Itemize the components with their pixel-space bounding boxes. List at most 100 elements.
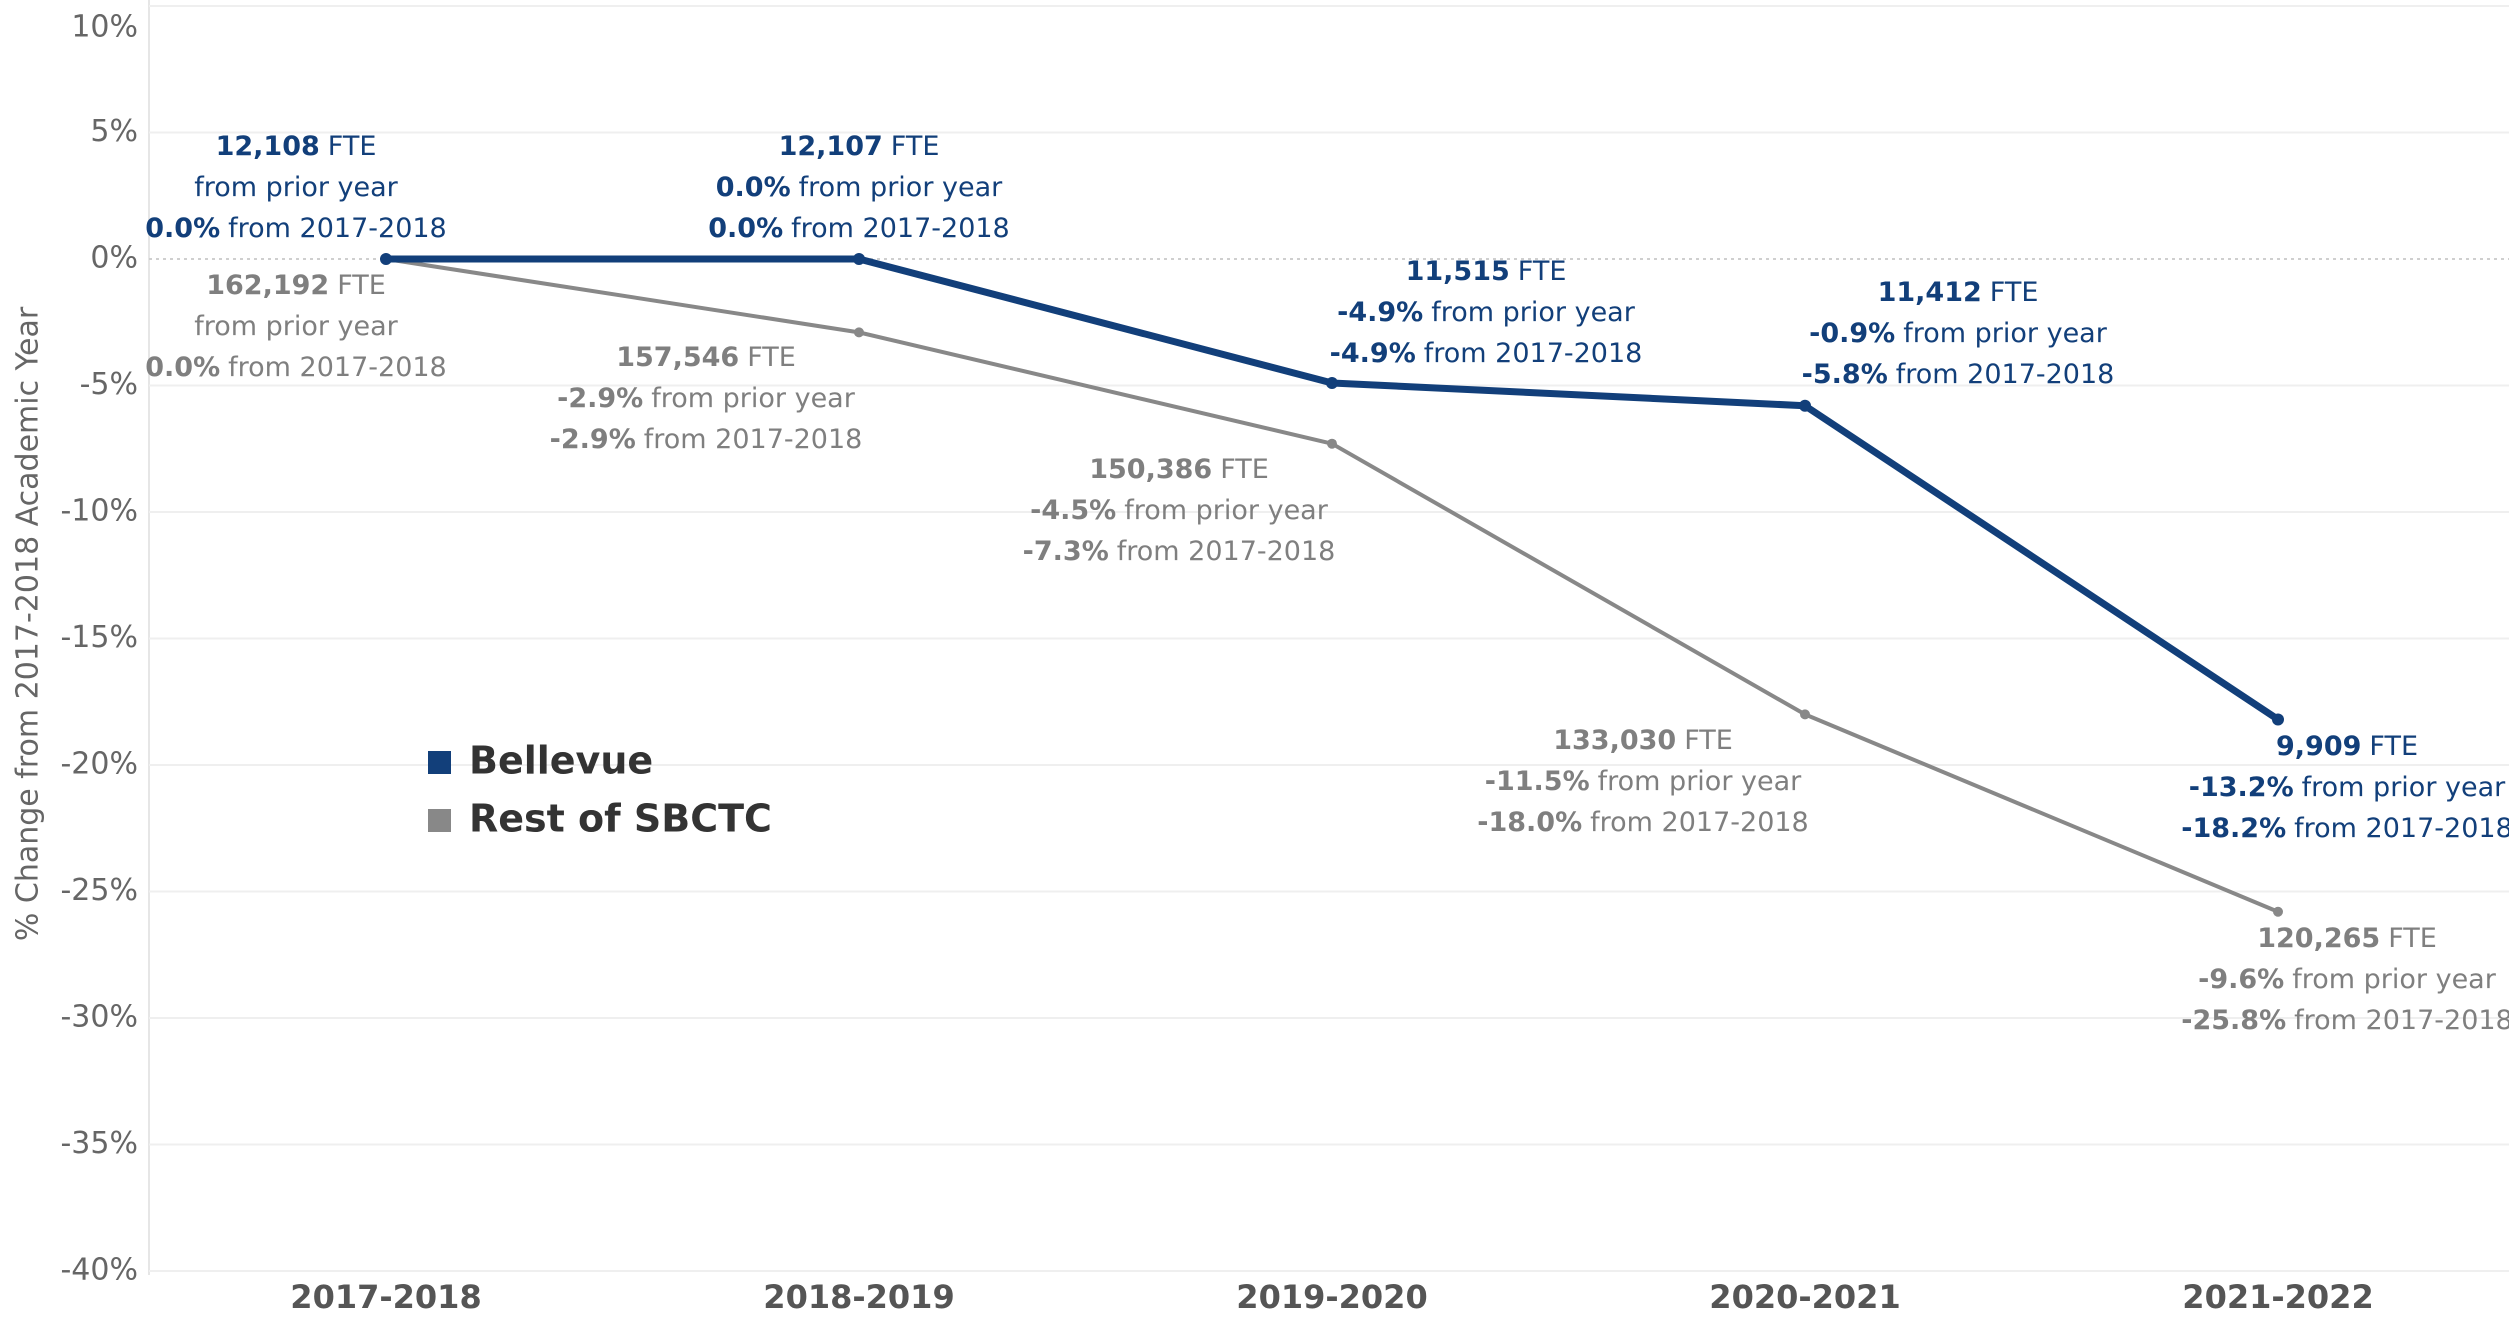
fte-unit: FTE: [328, 131, 377, 162]
label-line: 0.0% from prior year: [716, 172, 1003, 203]
label-line: 120,265 FTE: [2257, 923, 2437, 954]
base-change: -2.9%: [550, 424, 636, 455]
fte-value: 12,108: [216, 131, 320, 162]
point: [853, 253, 865, 265]
prior-change: -11.5%: [1485, 766, 1590, 797]
base-text: from 2017-2018: [791, 213, 1010, 244]
prior-text: from prior year: [1431, 297, 1635, 328]
base-change: -18.0%: [1477, 807, 1582, 838]
y-tick-label: -25%: [60, 873, 138, 908]
point: [2273, 906, 2283, 917]
fte-unit: FTE: [2369, 731, 2418, 762]
fte-unit: FTE: [747, 342, 796, 373]
prior-change: 0.0%: [716, 172, 791, 203]
fte-value: 12,107: [779, 131, 883, 162]
y-tick-label: -15%: [60, 620, 138, 655]
prior-text: from prior year: [194, 311, 398, 342]
label-line: 11,412 FTE: [1878, 277, 2039, 308]
y-tick-label: 5%: [90, 114, 138, 149]
data-label: 162,192 FTE from prior year 0.0% from 2017-2…: [145, 270, 446, 383]
label-line: -4.9% from prior year: [1337, 297, 1636, 328]
y-tick-label: -10%: [60, 494, 138, 529]
fte-unit: FTE: [2388, 923, 2437, 954]
point: [1327, 438, 1337, 449]
fte-unit: FTE: [1220, 454, 1269, 485]
label-line: 0.0% from 2017-2018: [145, 213, 446, 244]
y-tick-label: -35%: [60, 1126, 138, 1161]
prior-change: -13.2%: [2189, 772, 2294, 803]
y-tick-label: -30%: [60, 1000, 138, 1035]
point: [1326, 376, 1338, 389]
label-line: -18.2% from 2017-2018: [2181, 813, 2509, 844]
base-text: from 2017-2018: [1590, 807, 1809, 838]
label-line: 12,108 FTE: [216, 131, 377, 162]
base-text: from 2017-2018: [644, 424, 863, 455]
prior-text: from prior year: [2302, 772, 2506, 803]
fte-value: 11,515: [1406, 256, 1510, 287]
point: [1799, 399, 1811, 412]
prior-change: -2.9%: [557, 383, 643, 414]
y-tick-label: 0%: [90, 241, 138, 276]
legend-swatch: [428, 809, 451, 832]
prior-change: -4.9%: [1337, 297, 1423, 328]
prior-text: from prior year: [2292, 964, 2496, 995]
label-line: 150,386 FTE: [1089, 454, 1269, 485]
point: [854, 327, 864, 338]
base-text: from 2017-2018: [2294, 1005, 2509, 1036]
fte-unit: FTE: [891, 131, 940, 162]
data-label: 133,030 FTE -11.5% from prior year -18.0% fro…: [1477, 725, 1808, 838]
x-tick-label: 2017-2018: [290, 1278, 481, 1316]
prior-text: from prior year: [651, 383, 855, 414]
base-change: -25.8%: [2181, 1005, 2286, 1036]
base-change: 0.0%: [145, 213, 220, 244]
point: [380, 253, 392, 265]
fte-value: 120,265: [2257, 923, 2380, 954]
prior-change: -4.5%: [1030, 495, 1116, 526]
fte-unit: FTE: [1518, 256, 1567, 287]
x-tick-label: 2021-2022: [2182, 1278, 2373, 1316]
base-change: 0.0%: [708, 213, 783, 244]
fte-value: 9,909: [2276, 731, 2361, 762]
label-line: -4.9% from 2017-2018: [1330, 338, 1643, 369]
base-text: from 2017-2018: [1424, 338, 1643, 369]
label-line: -2.9% from 2017-2018: [550, 424, 863, 455]
data-label: 9,909 FTE -13.2% from prior year -18.2% from …: [2181, 731, 2509, 844]
label-line: -9.6% from prior year: [2198, 964, 2497, 995]
label-line: from prior year: [194, 172, 398, 203]
legend-label: Rest of SBCTC: [469, 797, 772, 841]
base-text: from 2017-2018: [2294, 813, 2509, 844]
legend-label: Bellevue: [469, 739, 653, 783]
base-change: 0.0%: [145, 352, 220, 383]
y-tick-label: 10%: [71, 10, 138, 45]
label-line: 157,546 FTE: [616, 342, 796, 373]
label-line: -4.5% from prior year: [1030, 495, 1329, 526]
label-line: -0.9% from prior year: [1809, 318, 2108, 349]
base-text: from 2017-2018: [1896, 359, 2115, 390]
y-axis-title: % Change from 2017-2018 Academic Year: [11, 306, 46, 941]
data-label: 150,386 FTE -4.5% from prior year -7.3% from …: [1023, 454, 1336, 567]
label-line: -18.0% from 2017-2018: [1477, 807, 1808, 838]
base-change: -4.9%: [1330, 338, 1416, 369]
label-line: from prior year: [194, 311, 398, 342]
y-tick-label: -20%: [60, 747, 138, 782]
label-line: -13.2% from prior year: [2189, 772, 2506, 803]
base-text: from 2017-2018: [1117, 536, 1336, 567]
fte-value: 162,192: [206, 270, 329, 301]
base-text: from 2017-2018: [228, 352, 447, 383]
base-change: -18.2%: [2181, 813, 2286, 844]
data-label: 157,546 FTE-2.9% from prior year-2.9% from …: [550, 342, 863, 455]
label-line: 133,030 FTE: [1553, 725, 1733, 756]
prior-text: from prior year: [799, 172, 1003, 203]
prior-text: from prior year: [194, 172, 398, 203]
prior-change: -9.6%: [2198, 964, 2284, 995]
data-label: 11,515 FTE-4.9% from prior year-4.9% from 2…: [1330, 256, 1643, 369]
y-tick-label: -40%: [60, 1253, 138, 1288]
data-label: 11,412 FTE -0.9% from prior year -5.8% from 2…: [1802, 277, 2115, 390]
fte-value: 150,386: [1089, 454, 1212, 485]
label-line: 12,107 FTE: [779, 131, 940, 162]
base-text: from 2017-2018: [228, 213, 447, 244]
legend-swatch: [428, 751, 451, 774]
prior-change: -0.9%: [1809, 318, 1895, 349]
